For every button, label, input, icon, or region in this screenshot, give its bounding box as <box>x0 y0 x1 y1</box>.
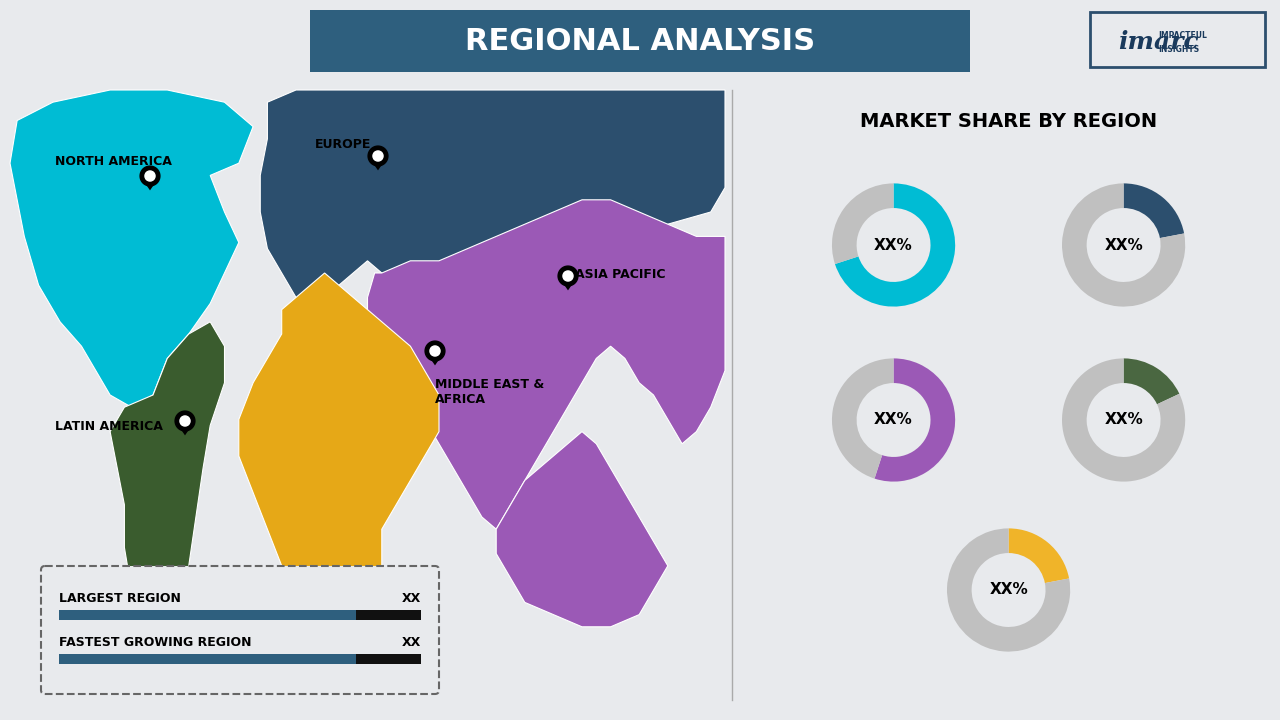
FancyBboxPatch shape <box>310 10 970 72</box>
Wedge shape <box>1124 184 1184 238</box>
Text: XX%: XX% <box>1105 238 1143 253</box>
Text: NORTH AMERICA: NORTH AMERICA <box>55 155 172 168</box>
Text: ASIA PACIFIC: ASIA PACIFIC <box>575 268 666 281</box>
Circle shape <box>175 411 195 431</box>
Polygon shape <box>367 199 724 529</box>
Text: XX%: XX% <box>874 413 913 428</box>
Wedge shape <box>874 359 955 482</box>
Polygon shape <box>369 156 388 171</box>
Text: MARKET SHARE BY REGION: MARKET SHARE BY REGION <box>860 112 1157 131</box>
FancyBboxPatch shape <box>41 566 439 694</box>
Text: MIDDLE EAST &
AFRICA: MIDDLE EAST & AFRICA <box>435 378 544 406</box>
Circle shape <box>369 146 388 166</box>
Circle shape <box>180 416 189 426</box>
Circle shape <box>372 151 383 161</box>
Circle shape <box>140 166 160 186</box>
Circle shape <box>145 171 155 181</box>
Wedge shape <box>1124 359 1179 404</box>
Wedge shape <box>1009 528 1069 583</box>
Circle shape <box>430 346 440 356</box>
Circle shape <box>558 266 577 286</box>
FancyBboxPatch shape <box>1091 12 1265 67</box>
Text: EUROPE: EUROPE <box>315 138 371 151</box>
FancyBboxPatch shape <box>59 654 356 664</box>
Polygon shape <box>140 176 160 190</box>
Text: XX: XX <box>402 636 421 649</box>
Wedge shape <box>1062 184 1185 307</box>
Text: XX: XX <box>402 592 421 605</box>
Wedge shape <box>835 184 955 307</box>
Wedge shape <box>832 359 893 479</box>
Text: LARGEST REGION: LARGEST REGION <box>59 592 180 605</box>
Text: REGIONAL ANALYSIS: REGIONAL ANALYSIS <box>465 27 815 55</box>
Text: LATIN AMERICA: LATIN AMERICA <box>55 420 163 433</box>
Text: IMPACTFUL: IMPACTFUL <box>1158 32 1207 40</box>
Polygon shape <box>558 276 577 290</box>
Text: imarc: imarc <box>1117 30 1198 54</box>
FancyBboxPatch shape <box>59 610 356 620</box>
Text: INSIGHTS: INSIGHTS <box>1158 45 1199 55</box>
Wedge shape <box>1062 359 1185 482</box>
Polygon shape <box>175 421 195 436</box>
Polygon shape <box>425 351 445 365</box>
Polygon shape <box>239 273 439 675</box>
Polygon shape <box>110 322 224 651</box>
Polygon shape <box>10 90 253 408</box>
Polygon shape <box>260 90 724 322</box>
FancyBboxPatch shape <box>356 654 421 664</box>
Text: XX%: XX% <box>1105 413 1143 428</box>
Circle shape <box>563 271 573 281</box>
Text: XX%: XX% <box>874 238 913 253</box>
Wedge shape <box>832 184 893 264</box>
Text: FASTEST GROWING REGION: FASTEST GROWING REGION <box>59 636 251 649</box>
Text: XX%: XX% <box>989 582 1028 598</box>
Circle shape <box>425 341 445 361</box>
FancyBboxPatch shape <box>356 610 421 620</box>
Wedge shape <box>947 528 1070 652</box>
Polygon shape <box>497 431 668 627</box>
